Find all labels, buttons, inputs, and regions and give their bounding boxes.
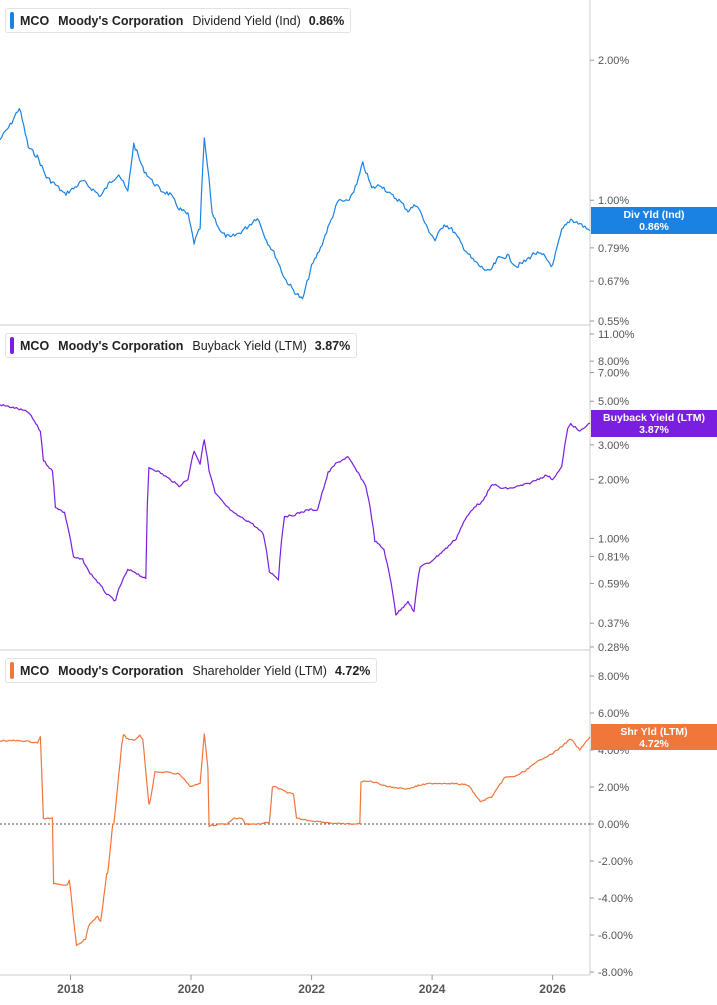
panel-title-dividend[interactable]: MCO Moody's Corporation Dividend Yield (…: [5, 8, 352, 33]
company-label: Moody's Corporation: [58, 663, 184, 678]
value-tag-value: 4.72%: [639, 738, 669, 750]
series-line-dividend-yield: [0, 107, 591, 300]
value-tag-dividend: Div Yld (Ind) 0.86%: [591, 207, 717, 234]
x-tick-label: 2024: [419, 982, 446, 996]
metric-value: 0.86%: [308, 13, 345, 28]
series-swatch: [10, 337, 14, 354]
y-tick-label: 1.00%: [598, 195, 629, 207]
series-line-buyback-yield: [0, 404, 591, 616]
metric-value: 4.72%: [334, 663, 371, 678]
y-tick-label: -4.00%: [598, 893, 633, 905]
metric-label: Buyback Yield (LTM): [192, 338, 307, 353]
x-tick-label: 2022: [298, 982, 325, 996]
y-tick-label: 0.37%: [598, 618, 629, 630]
y-tick-label: -6.00%: [598, 930, 633, 942]
y-tick-label: 3.00%: [598, 440, 629, 452]
y-tick-label: 7.00%: [598, 368, 629, 380]
metric-label: Dividend Yield (Ind): [192, 13, 301, 28]
value-tag-label: Buyback Yield (LTM): [603, 412, 705, 424]
y-tick-label: 2.00%: [598, 474, 629, 486]
y-tick-label: 0.28%: [598, 642, 629, 654]
value-tag-label: Div Yld (Ind): [623, 209, 685, 221]
series-swatch: [10, 12, 14, 29]
y-tick-label: 0.00%: [598, 819, 629, 831]
y-tick-label: 5.00%: [598, 396, 629, 408]
y-tick-label: -8.00%: [598, 967, 633, 979]
x-tick-label: 2020: [178, 982, 205, 996]
company-label: Moody's Corporation: [58, 338, 184, 353]
metric-label: Shareholder Yield (LTM): [192, 663, 327, 678]
y-tick-label: 2.00%: [598, 782, 629, 794]
ticker-label: MCO: [20, 13, 50, 28]
metric-value: 3.87%: [314, 338, 351, 353]
y-tick-label: 0.67%: [598, 276, 629, 288]
series-line-shareholder-yield: [0, 733, 591, 947]
y-tick-label: 2.00%: [598, 55, 629, 67]
panel-title-buyback[interactable]: MCO Moody's Corporation Buyback Yield (L…: [5, 333, 358, 358]
y-tick-label: 0.55%: [598, 316, 629, 328]
y-tick-label: -2.00%: [598, 856, 633, 868]
value-tag-shareholder: Shr Yld (LTM) 4.72%: [591, 724, 717, 750]
x-tick-label: 2018: [57, 982, 84, 996]
value-tag-value: 3.87%: [639, 424, 669, 436]
company-label: Moody's Corporation: [58, 13, 184, 28]
value-tag-value: 0.86%: [639, 221, 669, 233]
y-tick-label: 0.79%: [598, 243, 629, 255]
y-tick-label: 8.00%: [598, 356, 629, 368]
value-tag-buyback: Buyback Yield (LTM) 3.87%: [591, 410, 717, 437]
y-tick-label: 0.59%: [598, 578, 629, 590]
y-tick-label: 1.00%: [598, 533, 629, 545]
value-tag-label: Shr Yld (LTM): [620, 726, 688, 738]
y-tick-label: 11.00%: [598, 329, 635, 341]
y-tick-label: 0.81%: [598, 551, 629, 563]
x-tick-label: 2026: [539, 982, 566, 996]
series-swatch: [10, 662, 14, 679]
y-tick-label: 6.00%: [598, 708, 629, 720]
ticker-label: MCO: [20, 338, 50, 353]
panel-title-shareholder[interactable]: MCO Moody's Corporation Shareholder Yiel…: [5, 658, 378, 683]
y-tick-label: 8.00%: [598, 671, 629, 683]
ticker-label: MCO: [20, 663, 50, 678]
